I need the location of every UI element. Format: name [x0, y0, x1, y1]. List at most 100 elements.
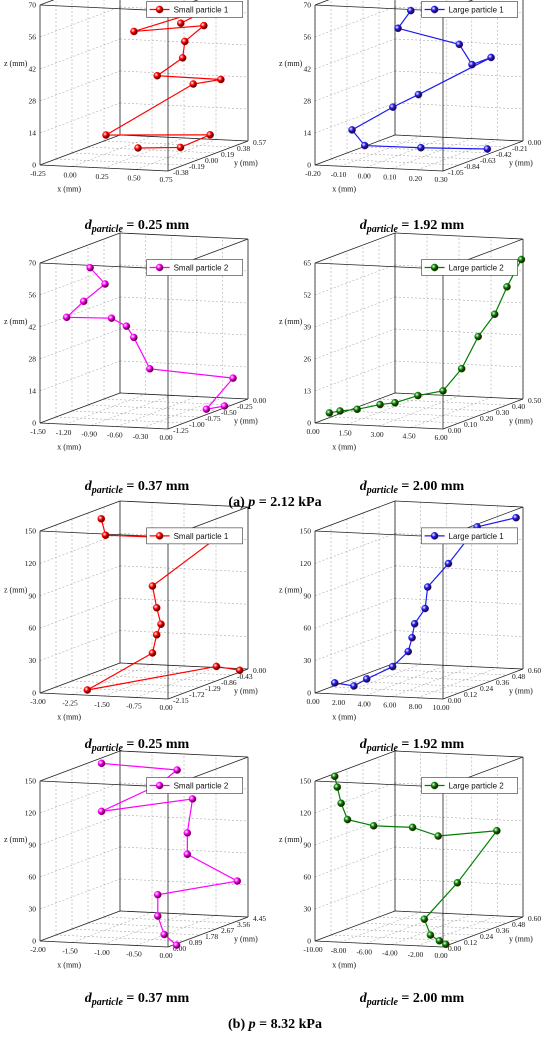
legend: Small particle 1 [146, 527, 243, 545]
grid-line [39, 38, 121, 70]
y-tick-label: 0.00 [205, 156, 218, 165]
grid-line [314, 38, 396, 70]
legend-label: Large particle 2 [449, 782, 505, 791]
data-point-marker [101, 280, 109, 288]
data-point-marker [483, 145, 492, 153]
grid-line [362, 404, 492, 412]
cube-edge [314, 134, 396, 166]
caption-variable: p [247, 495, 255, 510]
data-point-marker [444, 559, 453, 568]
cube-edge [314, 422, 444, 430]
grid-line [103, 913, 185, 945]
y-tick-label: 1.78 [205, 932, 218, 941]
data-point-marker [101, 531, 110, 540]
z-axis-label: z (mm) [4, 317, 28, 326]
y-tick-label: -0.86 [221, 678, 237, 687]
z-tick-label: 150 [25, 527, 37, 536]
caption-subscript: particle [366, 224, 399, 235]
data-point-marker [153, 71, 162, 80]
x-tick-label: 0.00 [63, 171, 76, 180]
y-axis-label: y (mm) [234, 417, 258, 426]
caption-symbol: d [85, 737, 93, 752]
data-point-marker [391, 398, 399, 407]
z-tick-label: 0 [307, 689, 311, 698]
cube-edge [394, 662, 524, 670]
x-tick-label: 2.00 [332, 698, 345, 707]
cube-edge [39, 500, 121, 532]
x-tick-label: 10.00 [433, 703, 450, 712]
cube-edge [394, 910, 524, 918]
legend-label: Large particle 1 [449, 6, 505, 15]
grid-line [394, 630, 524, 637]
data-point-marker [62, 313, 71, 322]
x-tick-label: 0.50 [127, 174, 140, 183]
x-tick-label: -0.25 [30, 169, 46, 178]
cube-edge [167, 916, 249, 948]
y-tick-label: -0.50 [221, 408, 237, 417]
data-point-marker [350, 682, 358, 690]
x-tick-label: -1.50 [30, 427, 46, 436]
caption-subscript: particle [91, 997, 124, 1008]
z-axis-label: z (mm) [4, 59, 28, 68]
data-point-marker [206, 131, 214, 139]
y-tick-label: 0.12 [464, 938, 477, 947]
grid-line [394, 846, 524, 854]
x-tick-label: 0.10 [383, 173, 396, 182]
z-tick-label: 14 [29, 129, 37, 138]
panel-caption: dparticle = 2.00 mm [360, 991, 465, 1008]
grid-line [39, 814, 121, 846]
data-point-marker [183, 829, 192, 837]
data-point-marker [148, 582, 157, 590]
x-tick-label: -4.00 [382, 949, 398, 958]
cube-edge [39, 164, 169, 172]
data-point-marker [388, 662, 397, 671]
caption-value: = 0.25 mm [123, 737, 190, 752]
grid-line [55, 158, 185, 166]
grid-line [410, 397, 492, 428]
z-tick-label: 60 [29, 873, 37, 882]
data-point-marker [130, 27, 138, 36]
legend-marker [430, 5, 439, 14]
data-point-marker [183, 850, 192, 859]
grid-line [314, 360, 396, 392]
z-axis-label: z (mm) [279, 586, 303, 595]
cube-edge [394, 500, 524, 508]
grid-line [330, 416, 460, 424]
z-tick-label: 13 [304, 387, 312, 396]
data-point-marker [148, 649, 157, 657]
cube-edge [39, 232, 121, 264]
caption-variable: p [248, 1017, 256, 1032]
y-tick-label: 0.38 [237, 144, 250, 153]
data-point-marker [434, 832, 442, 840]
cube-edge [394, 750, 524, 758]
x-axis-label: x (mm) [57, 960, 81, 969]
grid-line [314, 878, 396, 910]
z-tick-label: 28 [29, 355, 37, 364]
cube-edge [39, 750, 121, 782]
data-point-marker [212, 662, 221, 671]
grid-line [87, 404, 217, 412]
y-tick-label: 0.48 [512, 672, 525, 681]
data-point-marker [457, 364, 466, 373]
y-tick-label: 0.00 [448, 696, 461, 705]
legend-marker [155, 532, 164, 540]
x-tick-label: -2.25 [62, 699, 78, 708]
grid-line [314, 597, 396, 629]
z-tick-label: 0 [32, 937, 36, 946]
data-point-marker [442, 940, 450, 949]
cube-edge [39, 940, 169, 948]
y-tick-label: -1.05 [448, 168, 464, 177]
caption-prefix: (b) [228, 1017, 249, 1032]
cube-edge [39, 422, 169, 430]
chart-panel-7: 0 30 60 90 120 150 -2.00 -1.50 -1.00 -0.50 0.000.0… [4, 750, 266, 969]
caption-symbol: d [360, 737, 368, 752]
cube-edge [167, 668, 249, 700]
data-point-marker [362, 675, 371, 683]
z-tick-label: 30 [304, 905, 312, 914]
z-tick-label: 150 [300, 527, 312, 536]
x-tick-label: 6.00 [383, 701, 396, 710]
legend-label: Small particle 2 [174, 264, 229, 273]
data-point-marker [97, 515, 106, 523]
z-tick-label: 30 [29, 656, 37, 665]
